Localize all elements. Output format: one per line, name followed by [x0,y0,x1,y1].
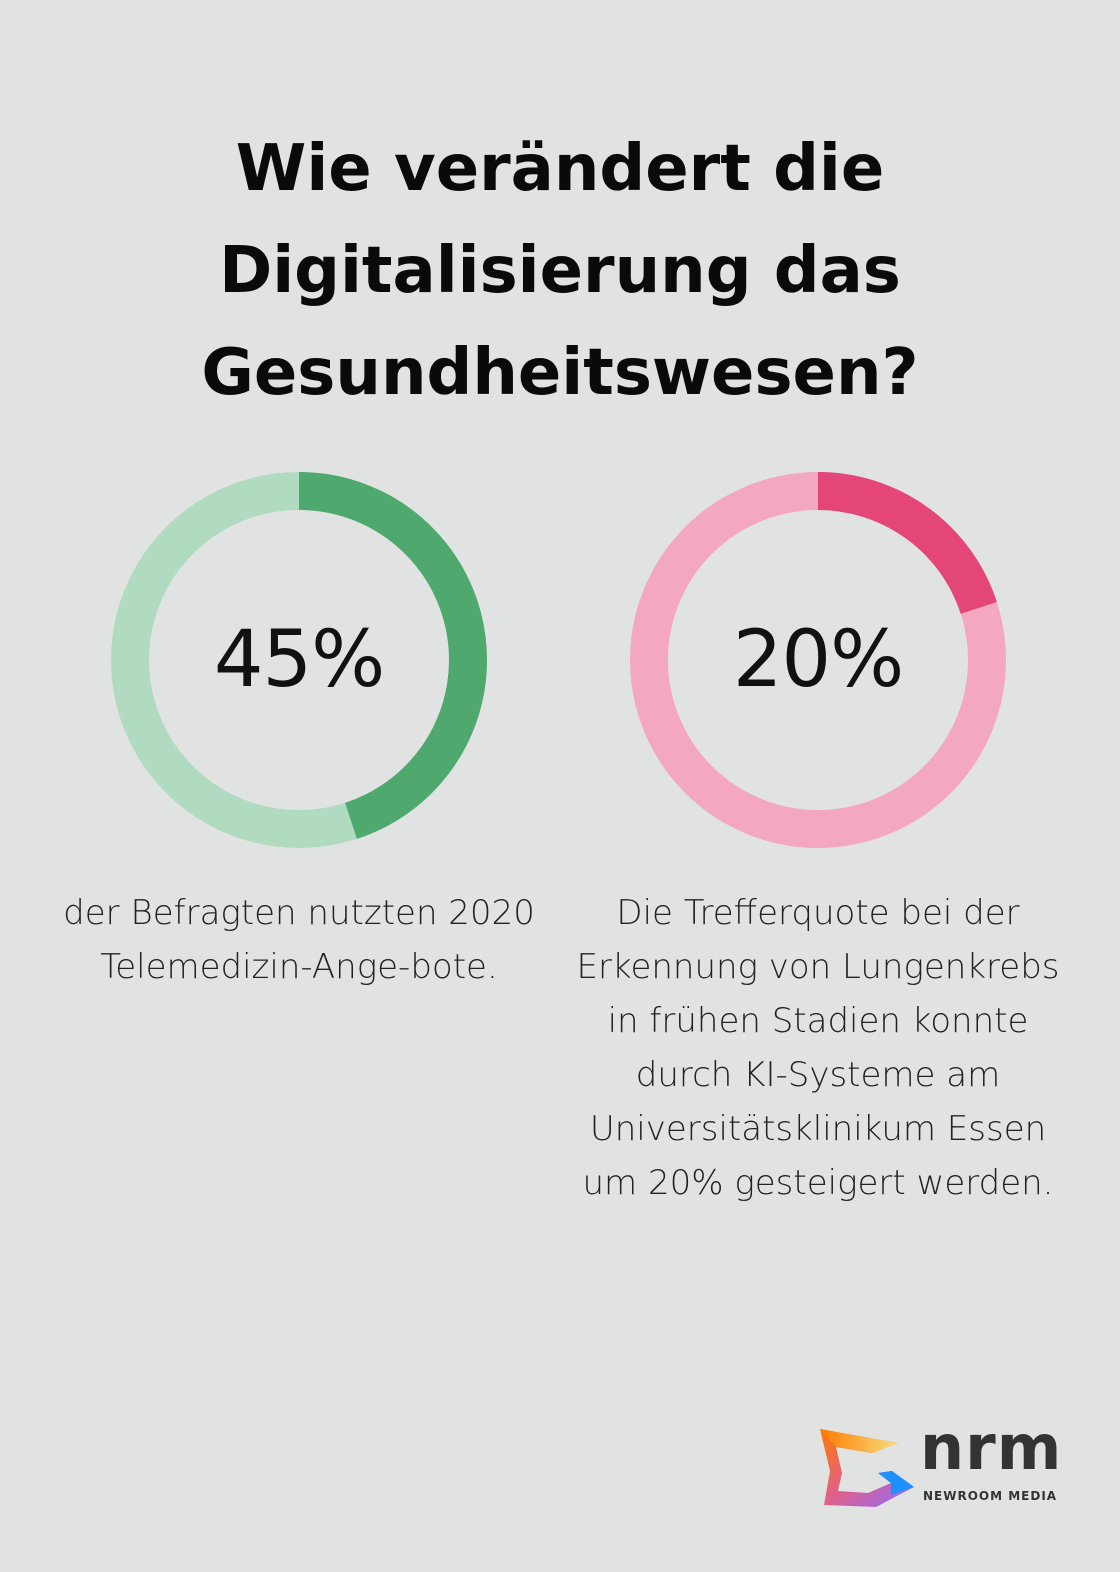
donut-value-arc [630,472,1006,848]
logo-mark-icon [820,1429,914,1507]
logo-subtitle: NEWROOM MEDIA [923,1489,1058,1503]
percentage-label: 45% [213,615,385,705]
logo-text: nrm [920,1411,1063,1484]
donut-chart-telemedicine: 45% [109,470,489,850]
page-title: Wie verändert die Digitalisierung das Ge… [201,132,919,410]
percentage-label: 20% [732,615,904,705]
stat-description: Die Trefferquote bei der Erkennung von L… [576,893,1060,1203]
donut-chart-ai-detection: 20% [628,470,1008,850]
newroom-media-logo: nrm NEWROOM MEDIA [816,1411,1066,1515]
stat-description: der Befragten nutzten 2020 Telemedizin-A… [63,893,535,987]
donut-svg [111,472,487,848]
donut-value-arc [111,472,487,848]
donut-svg [630,472,1006,848]
